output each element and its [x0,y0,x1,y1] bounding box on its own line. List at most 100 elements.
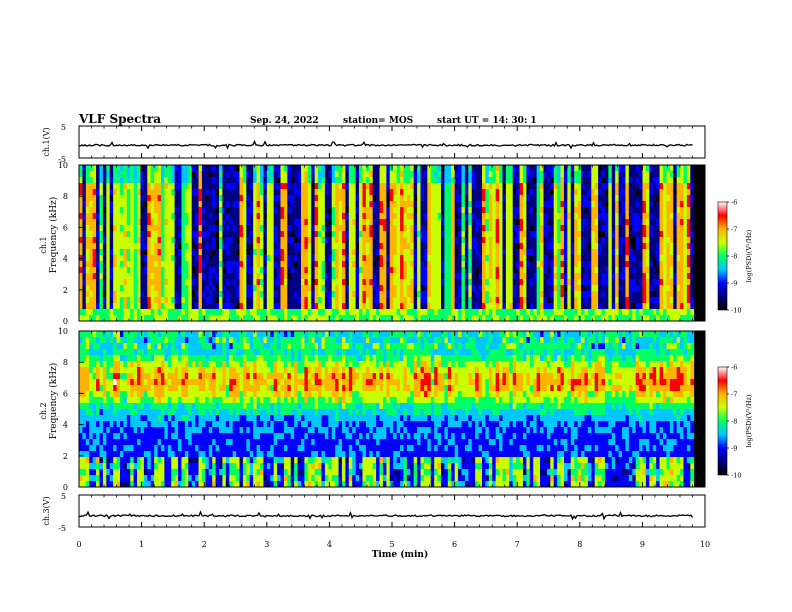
spectrogram-cell [690,183,695,190]
spectrogram-cell [635,309,640,316]
spectrogram-cell [403,207,408,214]
spectrogram-cell [645,189,650,196]
spectrogram-cell [492,261,497,268]
spectrogram-cell [266,315,271,322]
spectrogram-cell [290,165,295,172]
spectrogram-cell [669,261,674,268]
spectrogram-cell [130,219,135,226]
spectrogram-cell [126,207,131,214]
spectrogram-cell [512,165,517,172]
spectrogram-cell [345,195,350,202]
spectrogram-cell [222,255,227,262]
spectrogram-cell [321,189,326,196]
spectrogram-cell [540,297,544,304]
spectrogram-cell [652,165,657,172]
spectrogram-cell [533,231,538,238]
spectrogram-cell [563,273,568,280]
spectrogram-cell [652,219,657,226]
spectrogram-cell [529,177,534,184]
spectrogram-cell [266,243,271,250]
spectrogram-cell [270,213,275,220]
spectrogram-cell [437,177,442,184]
spectrogram-cell [519,177,524,184]
spectrogram-cell [478,219,483,226]
spectrogram-cell [290,219,295,226]
date-label: Sep. 24, 2022 [250,116,319,126]
spectrogram-cell [154,279,158,286]
spectrogram-cell [106,303,111,310]
spectrogram-cell [485,291,490,298]
spectrogram-cell [208,201,213,208]
spectrogram-cell [89,433,94,440]
spectrogram-cell [85,261,90,268]
spectrogram-cell [201,279,206,286]
spectrogram-cell [502,315,507,322]
spectrogram-cell [338,201,343,208]
spectrogram-cell [82,249,87,256]
spectrogram-cell [581,297,585,304]
spectrogram-cell [79,457,83,464]
spectrogram-cell [239,231,244,238]
spectrogram-cell [666,195,671,202]
spectrogram-cell [225,237,230,244]
spectrogram-cell [321,183,326,190]
spectrogram-cell [215,213,220,220]
spectrogram-cell [85,177,90,184]
spectrogram-cell [130,279,135,286]
spectrogram-cell [673,285,678,292]
spectrogram-cell [622,315,626,322]
spectrogram-cell [92,379,97,386]
spectrogram-cell [188,303,193,310]
spectrogram-cell [184,273,189,280]
spectrogram-cell [444,183,449,190]
spectrogram-cell [618,285,623,292]
spectrogram-cell [314,243,319,250]
spectrogram-cell [287,231,292,238]
spectrogram-cell [263,195,268,202]
spectrogram-cell [154,309,158,316]
spectrogram-cell [441,207,445,214]
spectrogram-cell [137,285,141,292]
spectrogram-cell [273,201,278,208]
spectrogram-cell [359,183,363,190]
spectrogram-cell [505,267,510,274]
spectrogram-cell [280,225,285,232]
spectrogram-cell [594,213,599,220]
spectrogram-cell [106,315,111,322]
spectrogram-cell [188,225,193,232]
spectrogram-cell [690,189,695,196]
spectrogram-cell [143,285,148,292]
spectrogram-cell [628,177,633,184]
spectrogram-cell [543,219,548,226]
spectrogram-cell [208,231,213,238]
spectrogram-cell [488,279,493,286]
spectrogram-cell [495,249,500,256]
spectrogram-cell [447,237,452,244]
spectrogram-cell [92,165,97,172]
spectrogram-cell [126,315,131,322]
spectrogram-cell [249,201,254,208]
spectrogram-cell [348,207,353,214]
spectrogram-cell [533,207,538,214]
spectrogram-cell [635,237,640,244]
spectrogram-cell [160,225,165,232]
spectrogram-cell [673,195,678,202]
spectrogram-cell [365,267,370,274]
spectrogram-cell [314,237,319,244]
spectrogram-cell [338,219,343,226]
spectrogram-cell [79,391,83,398]
spectrogram-cell [338,315,343,322]
spectrogram-cell [143,165,148,172]
spectrogram-cell [444,165,449,172]
spectrogram-cell [355,201,360,208]
spectrogram-cell [365,261,370,268]
spectrogram-cell [587,273,592,280]
spectrogram-cell [604,213,609,220]
spectrogram-cell [294,201,298,208]
spectrogram-cell [437,213,442,220]
spectrogram-cell [581,291,585,298]
spectrogram-cell [389,303,394,310]
spectrogram-cell [434,237,438,244]
spectrogram-cell [249,189,254,196]
spectrogram-cell [137,255,141,262]
